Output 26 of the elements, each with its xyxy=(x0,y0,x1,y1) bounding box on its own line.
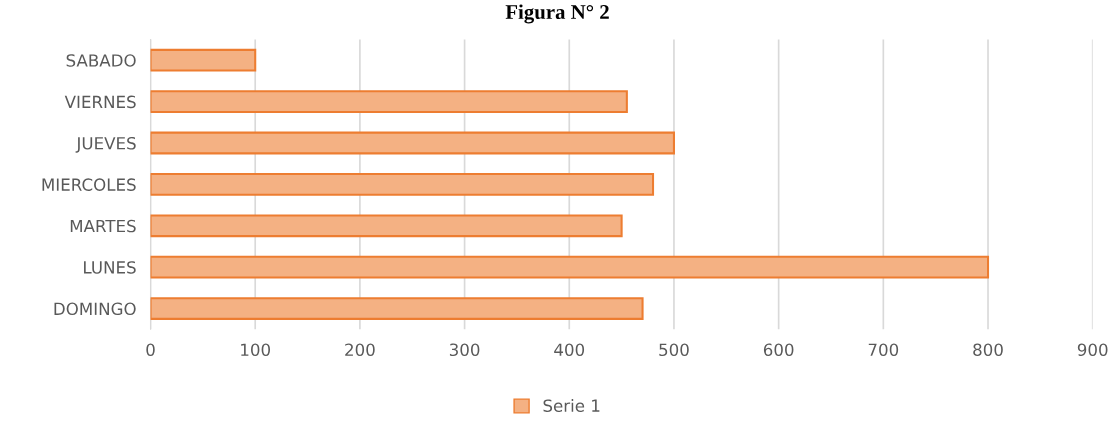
y-tick-label: SABADO xyxy=(66,54,136,67)
y-tick-label: VIERNES xyxy=(64,95,136,109)
y-tick-label: DOMINGO xyxy=(54,302,136,316)
x-tick-label: 400 xyxy=(554,343,585,357)
bar xyxy=(150,172,655,196)
bar xyxy=(150,90,628,113)
x-tick-label: 300 xyxy=(449,343,480,357)
x-tick-label: 900 xyxy=(1077,343,1108,357)
y-tick-label: MARTES xyxy=(70,219,136,233)
x-tick-label: 0 xyxy=(146,343,155,357)
x-tick-label: 800 xyxy=(973,343,1003,357)
bar xyxy=(150,131,675,155)
bar xyxy=(150,255,990,279)
x-tick-label: 100 xyxy=(241,343,271,357)
x-tick-label: 200 xyxy=(345,343,375,357)
x-tick-label: 600 xyxy=(763,343,794,357)
y-tick-label: MIERCOLES xyxy=(42,178,136,191)
bar xyxy=(150,297,644,320)
x-tick-label: 700 xyxy=(868,343,899,357)
bar xyxy=(150,48,257,72)
y-tick-label: LUNES xyxy=(84,261,136,274)
legend-label: Serie 1 xyxy=(543,399,600,412)
chart-title: Figura N° 2 xyxy=(505,4,609,24)
y-tick-label: JUEVES xyxy=(75,136,136,153)
bar xyxy=(150,214,623,238)
x-tick-label: 500 xyxy=(659,343,689,357)
